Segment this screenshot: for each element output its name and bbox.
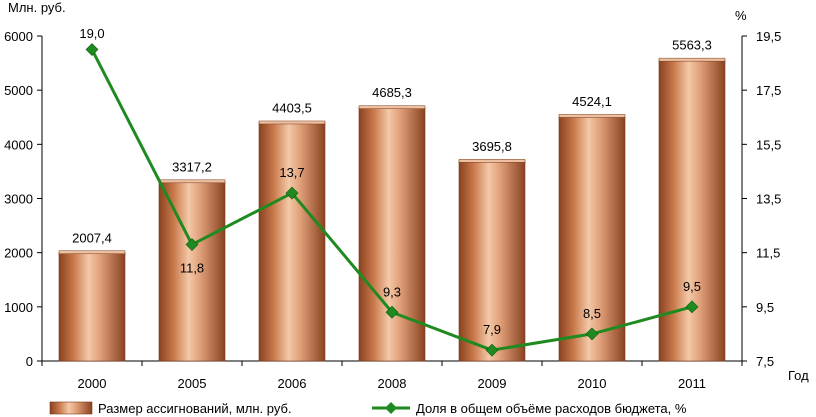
legend: Размер ассигнований, млн. руб. Доля в общ…	[49, 401, 687, 416]
line-value-label: 8,5	[583, 306, 601, 321]
bar-top	[558, 114, 626, 118]
bar-value-label: 3695,8	[472, 139, 512, 154]
bar	[58, 251, 126, 362]
x-tick-label: 2011	[678, 376, 706, 391]
line-value-label: 13,7	[279, 165, 304, 180]
legend-line-label: Доля в общем объёме расходов бюджета, %	[416, 401, 687, 416]
bar-top	[58, 250, 126, 255]
legend-bar-swatch	[49, 401, 93, 415]
line-value-label: 19,0	[79, 26, 104, 41]
bar-value-label: 4685,3	[372, 85, 412, 100]
bar	[658, 59, 726, 362]
data-labels: 2007,4 3317,2 4403,5 4685,3 3695,8 4524,1 5563…	[72, 26, 712, 337]
line-value-label: 11,8	[180, 261, 204, 276]
line-value-label: 9,3	[383, 284, 401, 299]
left-axis-unit: Млн. руб.	[8, 0, 66, 15]
line-marker	[185, 238, 199, 251]
bar-value-label: 3317,2	[172, 159, 212, 174]
x-tick-label: 2009	[478, 376, 507, 391]
legend-line-marker	[385, 402, 397, 414]
left-tick-label: 6000	[4, 29, 33, 44]
left-tick-label: 3000	[4, 192, 33, 207]
x-tick-label: 2008	[378, 376, 407, 391]
bar-top	[358, 105, 426, 109]
x-tick-label: 2005	[178, 376, 207, 391]
bar	[558, 115, 626, 362]
line-value-label: 7,9	[483, 322, 501, 337]
right-tick-label: 15,5	[756, 137, 781, 152]
line-marker	[685, 300, 699, 314]
line-marker	[485, 343, 499, 357]
right-axis-unit: %	[735, 8, 747, 23]
bar	[158, 181, 226, 362]
right-tick-label: 7,5	[756, 354, 774, 369]
line-marker	[85, 43, 99, 56]
bar-top	[458, 159, 526, 163]
bar-series	[58, 57, 726, 362]
bar-top	[158, 179, 226, 184]
bar-value-label: 2007,4	[72, 230, 112, 245]
right-tick-label: 11,5	[756, 246, 780, 261]
right-tick-label: 9,5	[756, 300, 774, 315]
x-tick-label: 2010	[578, 376, 607, 391]
x-axis-title: Год	[788, 368, 809, 383]
left-tick-label: 1000	[4, 300, 33, 315]
line-series	[85, 43, 699, 357]
right-tick-label: 13,5	[756, 192, 781, 207]
bar-top	[258, 120, 326, 125]
bar	[358, 106, 426, 362]
bar	[458, 160, 526, 362]
x-tick-label: 2000	[78, 376, 107, 391]
bar	[258, 122, 326, 362]
line-value-label: 9,5	[683, 279, 701, 294]
right-tick-label: 17,5	[756, 83, 781, 98]
line-marker	[285, 186, 299, 200]
left-tick-label: 0	[26, 354, 33, 369]
left-tick-label: 4000	[4, 137, 33, 152]
bar-top	[658, 57, 726, 62]
legend-bar-label: Размер ассигнований, млн. руб.	[98, 401, 292, 416]
axes: 0 1000 2000 3000 4000 5000 6000 7,5 9,5 11,5 13,5 1…	[4, 29, 781, 391]
bar-value-label: 5563,3	[672, 38, 712, 53]
left-tick-label: 2000	[4, 246, 33, 261]
bar-value-label: 4524,1	[572, 94, 612, 109]
line-marker	[385, 305, 399, 319]
x-tick-label: 2006	[278, 376, 307, 391]
bar-value-label: 4403,5	[272, 100, 312, 115]
right-tick-label: 19,5	[756, 29, 781, 44]
left-tick-label: 5000	[4, 83, 33, 98]
line-marker	[585, 327, 599, 341]
